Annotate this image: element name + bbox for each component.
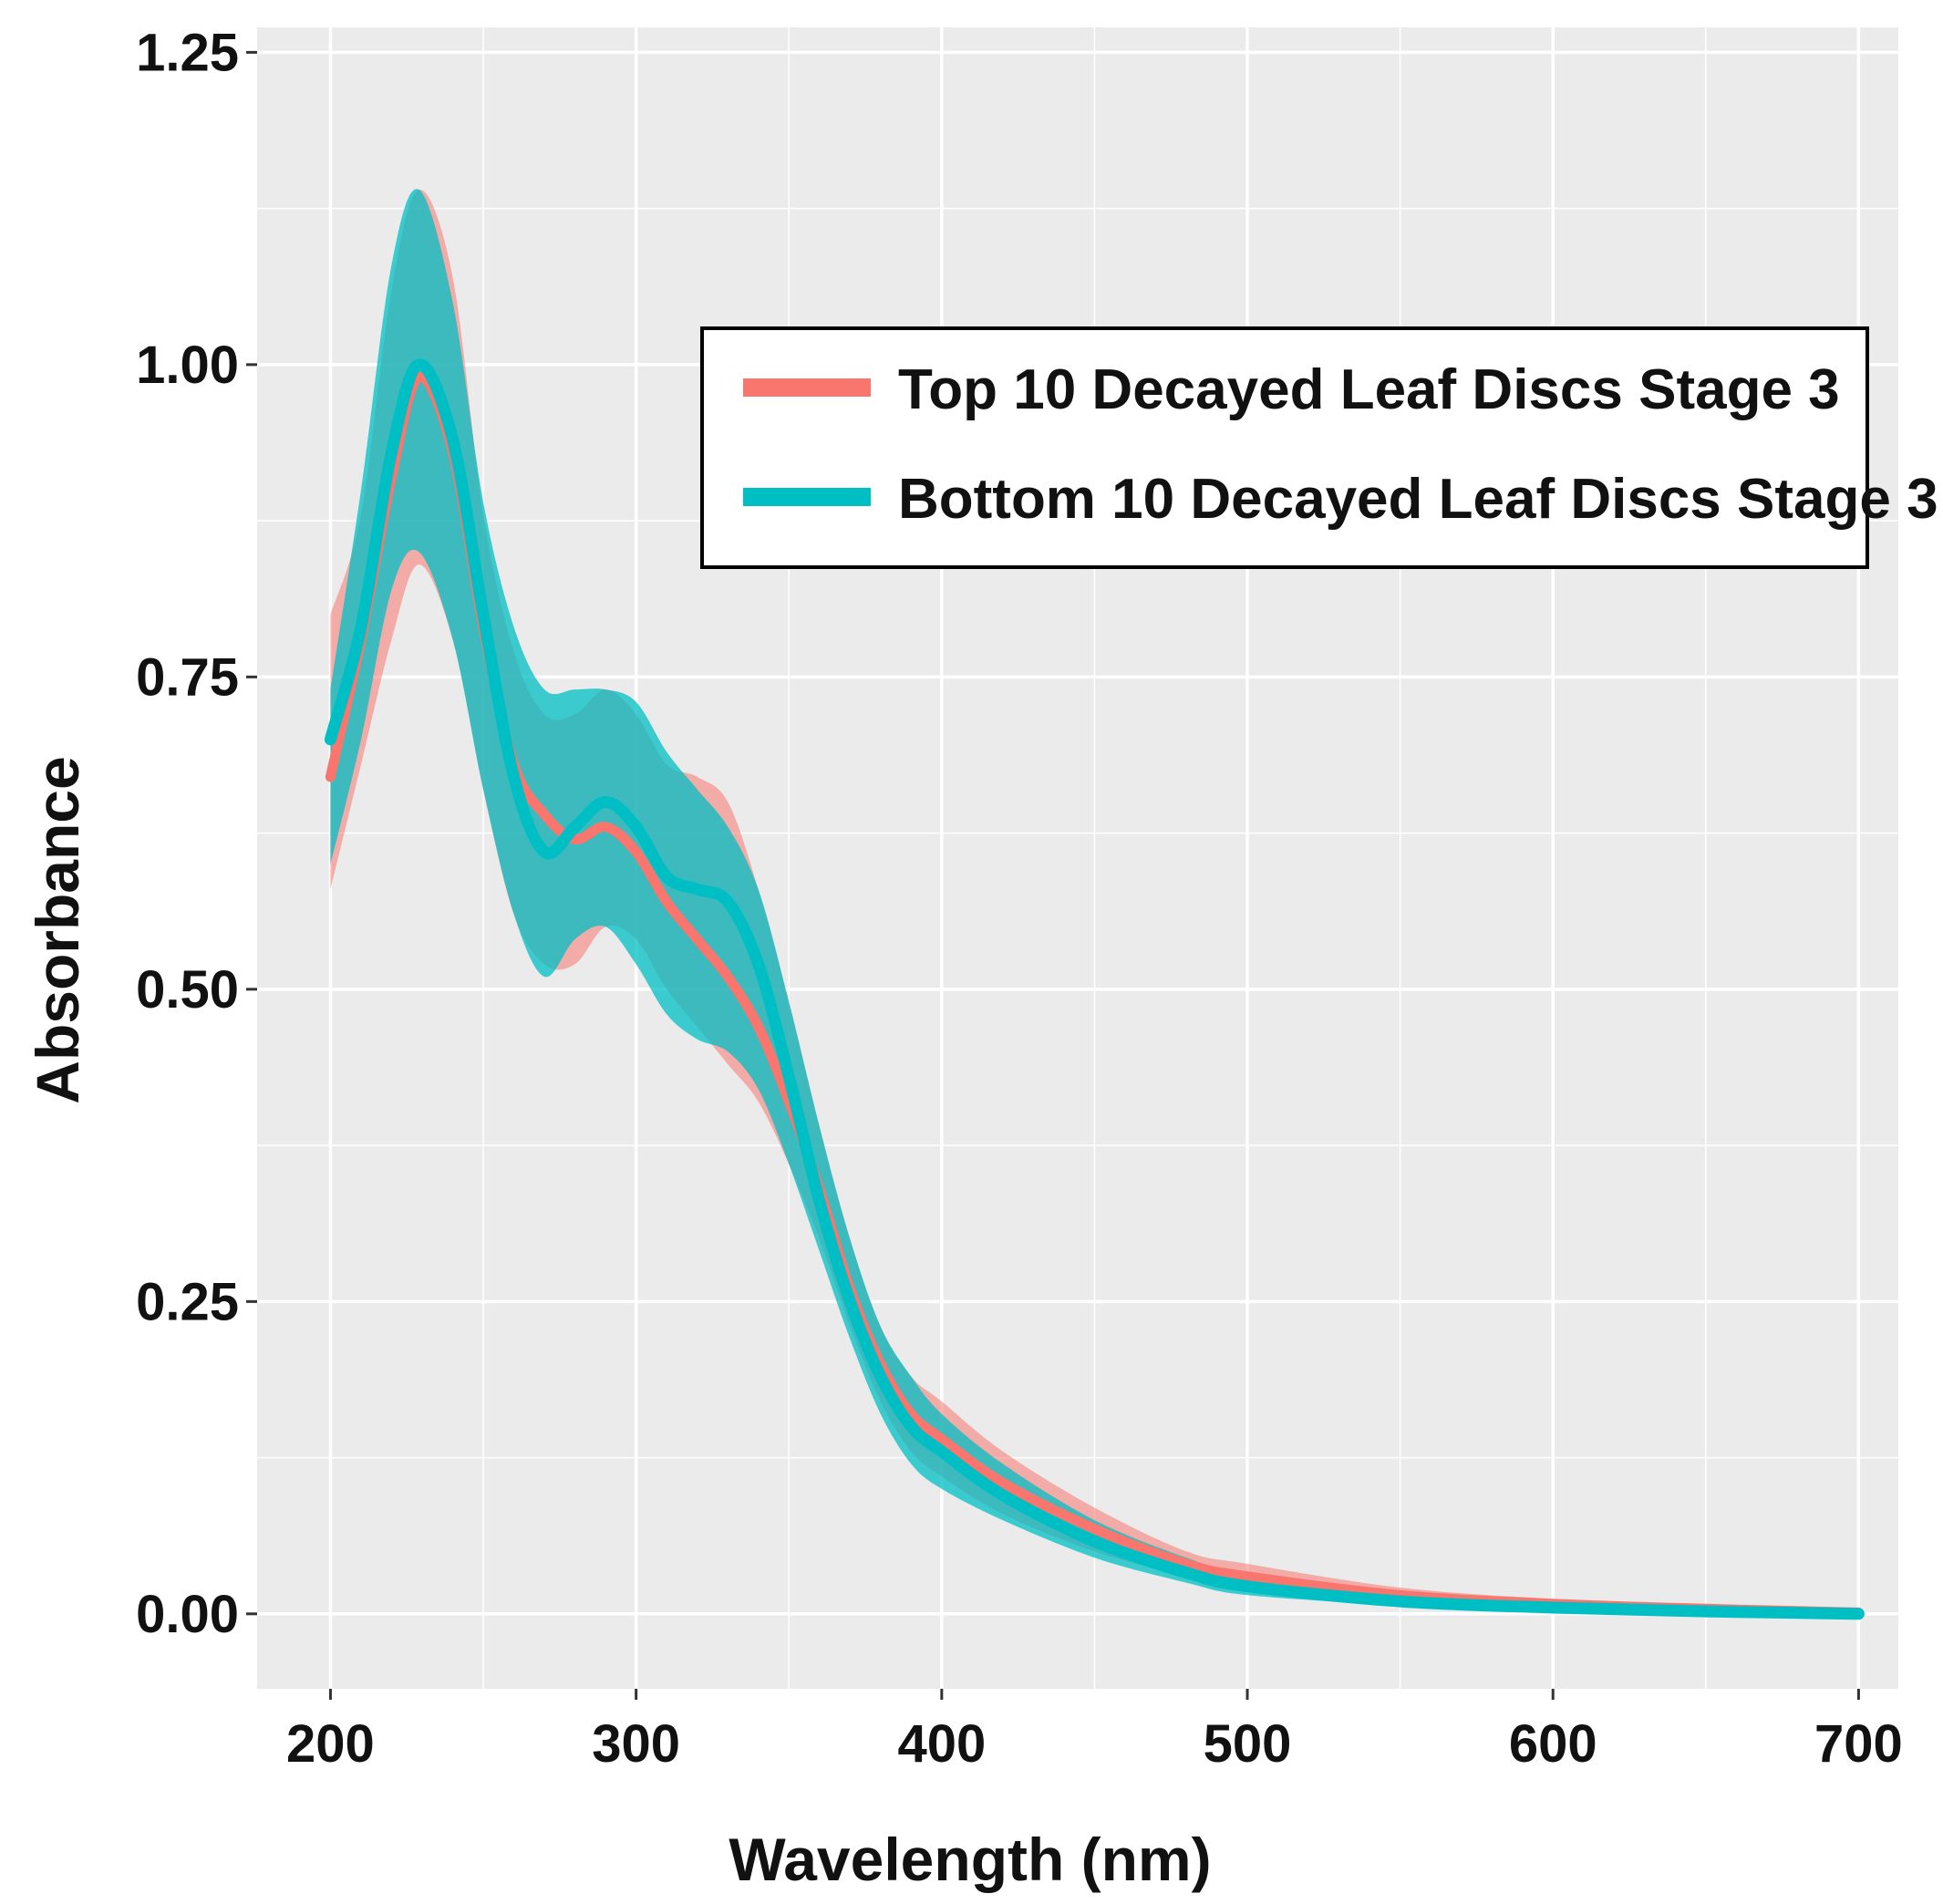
x-tick-label: 200 [286,1714,375,1774]
y-tick-label: 0.25 [136,1272,239,1331]
y-tick-label: 1.25 [136,23,239,82]
band-series-2 [330,189,1859,1618]
confidence-bands [330,189,1859,1618]
legend-box [700,326,1869,569]
x-tick-label: 500 [1204,1714,1292,1774]
y-axis-title: Absorbance [24,756,91,1103]
legend-label-top-10: Top 10 Decayed Leaf Discs Stage 3 [898,358,1840,421]
legend: Top 10 Decayed Leaf Discs Stage 3 Bottom… [700,326,1938,569]
y-axis-ticks: 0.00 0.25 0.50 0.75 1.00 1.25 [136,23,257,1644]
x-tick-label: 400 [897,1714,986,1774]
x-tick-label: 700 [1814,1714,1903,1774]
x-axis-ticks: 200 300 400 500 600 700 [286,1689,1903,1774]
y-tick-label: 0.75 [136,647,239,707]
series-lines [324,358,1865,1620]
legend-label-bottom-10: Bottom 10 Decayed Leaf Discs Stage 3 [898,468,1938,531]
x-tick-label: 300 [592,1714,680,1774]
line-series-2 [324,358,1865,1620]
y-tick-label: 1.00 [136,336,239,395]
x-axis-title: Wavelength (nm) [729,1826,1211,1893]
x-tick-label: 600 [1509,1714,1597,1774]
y-tick-label: 0.50 [136,960,239,1019]
y-tick-label: 0.00 [136,1585,239,1644]
